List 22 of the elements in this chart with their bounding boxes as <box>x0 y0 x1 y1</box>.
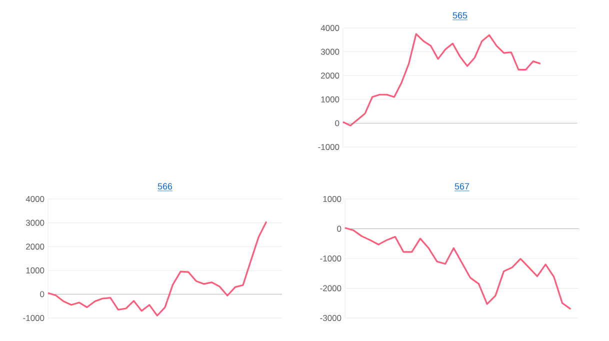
y-tick-label: 1000 <box>323 196 342 202</box>
chart-title: 566 <box>158 183 172 190</box>
y-tick-label: 2000 <box>321 72 340 79</box>
y-tick-label: 2000 <box>26 244 44 250</box>
y-tick-label: 0 <box>335 120 340 126</box>
y-tick-label: -1000 <box>23 315 44 321</box>
y-tick-label: 0 <box>337 226 342 232</box>
line-series <box>47 220 268 316</box>
y-tick-label: 3000 <box>26 220 44 226</box>
chart-title: 567 <box>454 183 470 190</box>
y-tick-label: 3000 <box>320 48 340 55</box>
y-tick-label: 1000 <box>321 96 340 102</box>
y-tick-label: 4000 <box>320 25 340 31</box>
y-tick-label: -1000 <box>320 256 342 262</box>
y-tick-label: -1000 <box>318 144 340 150</box>
line-series <box>342 33 542 126</box>
y-tick-label: -2000 <box>320 285 342 292</box>
chart-title: 565 <box>452 12 468 19</box>
y-tick-label: 4000 <box>26 196 44 202</box>
y-tick-label: 0 <box>40 291 44 298</box>
y-tick-label: -3000 <box>320 315 342 321</box>
y-tick-label: 1000 <box>26 267 44 274</box>
